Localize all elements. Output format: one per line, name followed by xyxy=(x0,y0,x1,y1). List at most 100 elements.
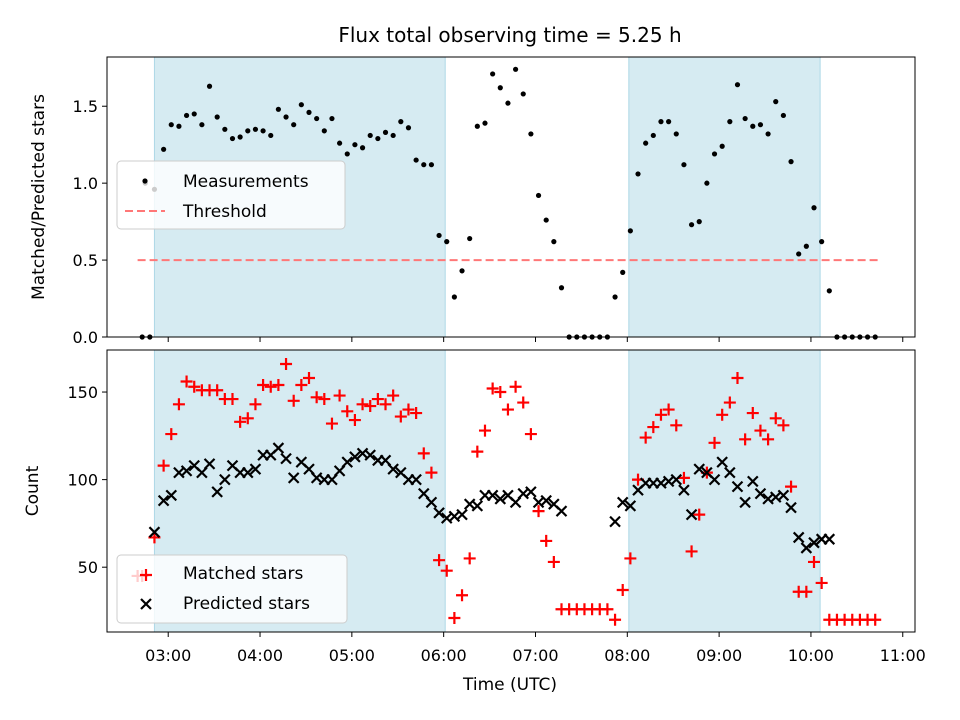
predicted-star-point xyxy=(777,489,790,502)
matched-star-point xyxy=(777,419,790,432)
figure-title: Flux total observing time = 5.25 h xyxy=(338,23,681,47)
measurement-point xyxy=(512,66,519,72)
predicted-star-point xyxy=(670,473,683,486)
measurement-point xyxy=(314,115,320,122)
measurement-point xyxy=(329,115,335,122)
x-tick-label: 05:00 xyxy=(329,646,375,665)
matched-star-point xyxy=(677,471,690,484)
matched-star-point xyxy=(616,583,629,596)
measurement-point xyxy=(428,162,435,168)
measurement-point xyxy=(405,125,412,131)
matched-star-point xyxy=(524,428,537,441)
matched-star-point xyxy=(172,398,185,411)
matched-star-point xyxy=(739,433,752,446)
measurement-point xyxy=(543,217,549,223)
measurement-point xyxy=(819,239,825,245)
matched-star-point xyxy=(394,410,407,423)
predicted-star-point xyxy=(433,507,445,519)
measurement-point xyxy=(666,119,672,125)
measurement-point xyxy=(367,132,373,139)
top-panel: 0.0 0.5 1.0 1.5 Matched/Predicted stars Mea… xyxy=(29,56,916,347)
matched-star-point xyxy=(165,428,178,441)
matched-star-point xyxy=(249,398,262,411)
predicted-star-point xyxy=(685,508,698,521)
matched-star-point xyxy=(501,403,514,416)
measurement-point xyxy=(398,119,404,125)
measurement-point xyxy=(788,159,794,165)
measurement-point xyxy=(719,143,725,149)
matched-star-point xyxy=(463,552,476,565)
top-legend: Measurements Threshold xyxy=(116,160,346,230)
y-tick-label: 0.5 xyxy=(73,251,98,270)
measurement-point xyxy=(375,135,381,142)
matched-star-point xyxy=(264,380,277,393)
matched-star-point xyxy=(532,505,545,518)
x-axis-label: Time (UTC) xyxy=(462,675,557,695)
predicted-star-point xyxy=(272,442,285,454)
measurement-point xyxy=(673,131,679,137)
matched-star-point xyxy=(509,380,522,393)
matched-star-point xyxy=(371,393,384,406)
bottom-y-axis-label: Count xyxy=(23,465,43,516)
matched-star-point xyxy=(333,389,346,402)
matched-star-point xyxy=(456,589,469,602)
measurement-point xyxy=(222,126,228,132)
measurement-point xyxy=(681,162,687,168)
measurement-point xyxy=(497,85,503,91)
predicted-star-point xyxy=(808,536,820,549)
measurement-point xyxy=(535,192,542,199)
legend-box xyxy=(116,554,348,624)
matched-star-point xyxy=(211,384,224,397)
matched-star-point xyxy=(670,419,683,432)
matched-star-point xyxy=(226,393,239,406)
predicted-star-point xyxy=(693,463,706,475)
measurement-point xyxy=(275,106,281,112)
measurement-point xyxy=(482,120,488,126)
predicted-star-point xyxy=(180,465,193,477)
bottom-panel-frame xyxy=(106,349,916,633)
measurement-point xyxy=(252,126,259,132)
measurement-point xyxy=(520,91,526,97)
measurement-point xyxy=(413,157,419,163)
predicted-star-point xyxy=(280,452,292,465)
predicted-star-point xyxy=(754,487,767,500)
predicted-star-point xyxy=(242,466,254,479)
measurement-point xyxy=(467,235,473,242)
measurement-point xyxy=(283,114,289,120)
measurement-point xyxy=(474,123,480,129)
matched-star-point xyxy=(180,375,193,388)
matched-star-point xyxy=(379,398,392,411)
measurement-point xyxy=(451,294,457,300)
matched-star-point xyxy=(731,372,744,385)
x-tick-label: 10:00 xyxy=(788,646,834,665)
matched-star-point xyxy=(746,407,759,420)
measurement-point xyxy=(459,268,465,274)
predicted-star-point xyxy=(731,480,744,493)
bottom-y-ticks: 50 100 150 xyxy=(67,383,107,577)
matched-star-point xyxy=(341,405,354,418)
legend-label-matched: Matched stars xyxy=(183,564,303,584)
predicted-star-point xyxy=(219,473,231,486)
measurement-point xyxy=(382,129,389,135)
matched-star-point xyxy=(547,555,560,568)
predicted-star-point xyxy=(739,496,751,509)
shaded-interval xyxy=(628,56,821,338)
measurement-point xyxy=(803,243,809,249)
measurement-point xyxy=(237,134,243,140)
measurement-point xyxy=(191,111,197,117)
y-tick-label: 1.5 xyxy=(73,97,98,116)
matched-star-point xyxy=(188,380,201,393)
predicted-star-point xyxy=(747,475,759,488)
measurement-point xyxy=(643,140,649,146)
matched-star-point xyxy=(425,466,438,479)
legend-label-predicted: Predicted stars xyxy=(183,594,310,614)
matched-star-point xyxy=(654,408,667,421)
count-points xyxy=(131,358,882,626)
measurement-point xyxy=(620,269,626,275)
measurement-point xyxy=(344,151,350,157)
measurement-point xyxy=(505,100,511,106)
top-y-ticks: 0.0 0.5 1.0 1.5 xyxy=(73,97,107,347)
measurement-point xyxy=(390,132,396,139)
predicted-star-point xyxy=(364,449,376,461)
measurement-point xyxy=(780,112,786,119)
